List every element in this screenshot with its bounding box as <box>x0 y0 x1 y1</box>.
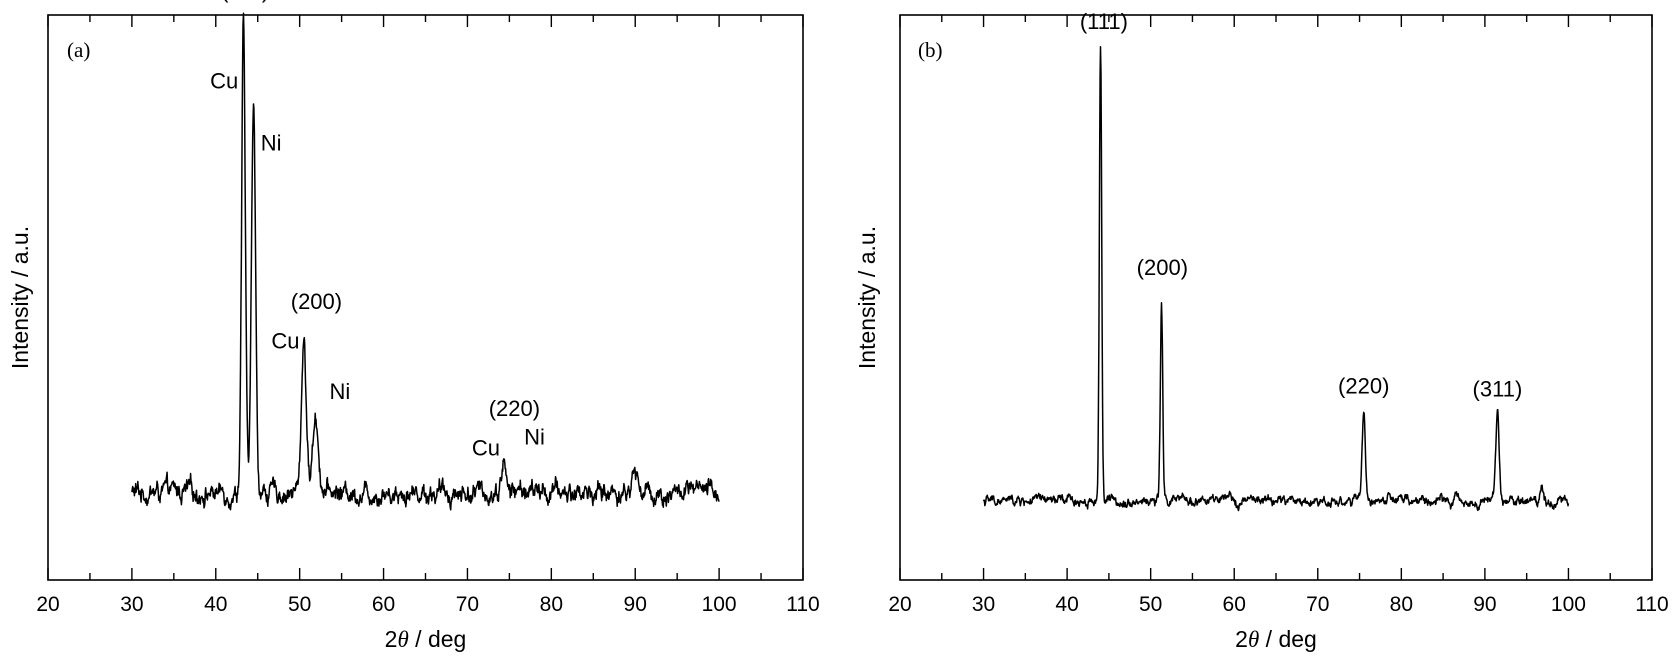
peak-annotation-b: (200) <box>1137 255 1188 280</box>
xrd-trace-b <box>982 46 1570 512</box>
x-tick-label-b: 100 <box>1551 593 1586 616</box>
x-tick-label-a: 40 <box>204 593 227 616</box>
x-tick-label-a: 70 <box>456 593 479 616</box>
x-tick-label-b: 40 <box>1055 593 1078 616</box>
x-axis-title-a: 2θ / deg <box>385 626 467 652</box>
peak-annotation-a: (220) <box>489 396 540 421</box>
x-tick-label-a: 80 <box>540 593 563 616</box>
peak-annotation-a: Ni <box>330 379 351 404</box>
x-tick-label-a: 30 <box>120 593 143 616</box>
peak-annotation-a: Cu <box>271 328 299 353</box>
chart-panel-a: 20 30 40 50 60 70 80 90 100 110 2θ / deg Intensity … <box>7 0 820 652</box>
x-tick-label-b: 80 <box>1390 593 1413 616</box>
x-tick-label-a: 110 <box>786 593 819 616</box>
x-tick-label-a: 50 <box>288 593 311 616</box>
x-tick-label-a: 90 <box>624 593 647 616</box>
x-tick-label-b: 20 <box>888 593 911 616</box>
x-tick-label-b: 60 <box>1223 593 1246 616</box>
peak-annotation-a: Ni <box>524 424 545 449</box>
peak-annotation-a: (111) <box>221 0 269 3</box>
y-axis-title-a: Intensity / a.u. <box>7 226 33 369</box>
peak-annotation-b: (220) <box>1338 374 1389 399</box>
panel-label-a: (a) <box>67 38 90 62</box>
y-axis-title-b: Intensity / a.u. <box>854 226 880 369</box>
x-tick-label-b: 90 <box>1473 593 1496 616</box>
x-tick-label-b: 70 <box>1306 593 1329 616</box>
xrd-trace-a <box>131 12 720 511</box>
x-tick-label-a: 100 <box>702 593 737 616</box>
chart-panel-b: 20 30 40 50 60 70 80 90 100 110 2θ / deg Intensity … <box>854 9 1669 652</box>
peak-annotation-a: Cu <box>210 68 238 93</box>
x-tick-label-a: 60 <box>372 593 395 616</box>
x-tick-label-b: 110 <box>1635 593 1668 616</box>
peak-annotation-a: Ni <box>261 131 282 156</box>
x-tick-label-b: 50 <box>1139 593 1162 616</box>
peak-annotation-a: (200) <box>291 289 342 314</box>
panel-label-b: (b) <box>918 38 943 62</box>
peak-annotation-b: (111) <box>1080 9 1128 34</box>
peak-annotation-b: (311) <box>1473 376 1523 401</box>
x-axis-title-b: 2θ / deg <box>1235 626 1317 652</box>
x-tick-label-a: 20 <box>36 593 59 616</box>
peak-annotation-a: Cu <box>472 436 500 461</box>
x-tick-label-b: 30 <box>972 593 995 616</box>
